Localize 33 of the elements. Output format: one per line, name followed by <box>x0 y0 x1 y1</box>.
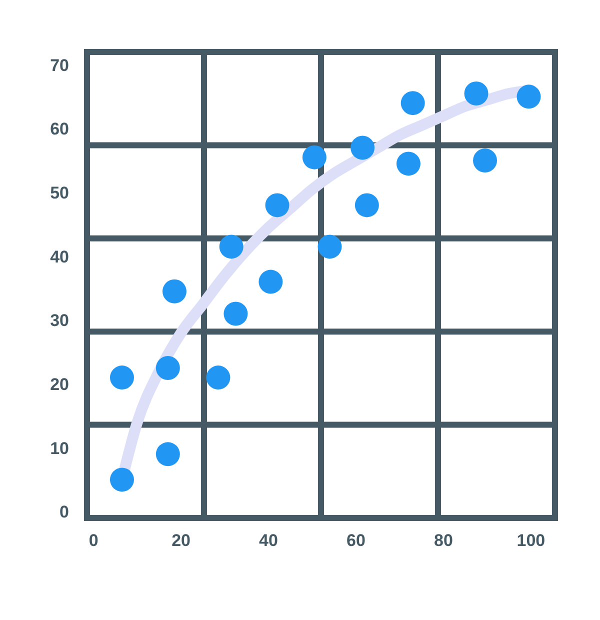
x-tick-label: 0 <box>88 531 98 550</box>
y-tick-label: 0 <box>60 502 69 522</box>
point <box>400 91 425 116</box>
y-tick-label: 40 <box>50 247 69 266</box>
point <box>396 152 420 176</box>
point <box>265 193 290 218</box>
y-tick-label: 70 <box>50 56 69 75</box>
x-tick-label: 100 <box>516 531 546 550</box>
point <box>110 468 134 492</box>
point <box>473 148 498 173</box>
point <box>302 145 326 170</box>
point <box>206 366 230 390</box>
point <box>258 270 283 294</box>
x-tick-label: 40 <box>259 531 278 550</box>
point <box>110 366 134 390</box>
point <box>354 193 379 218</box>
point <box>156 356 180 380</box>
point <box>464 81 488 106</box>
point <box>219 234 244 259</box>
x-tick-label: 20 <box>172 531 190 550</box>
x-tick-label: 60 <box>346 531 366 550</box>
point <box>318 234 342 259</box>
point <box>350 136 375 160</box>
y-tick-label: 10 <box>50 438 69 458</box>
point <box>516 84 541 109</box>
point <box>162 279 186 304</box>
y-tick-label: 50 <box>50 183 69 202</box>
x-tick-label: 80 <box>434 531 453 550</box>
y-tick-label: 60 <box>50 120 69 139</box>
y-tick-label: 30 <box>50 311 69 330</box>
y-tick-label: 20 <box>50 374 69 394</box>
point <box>224 302 248 326</box>
point <box>156 442 180 466</box>
